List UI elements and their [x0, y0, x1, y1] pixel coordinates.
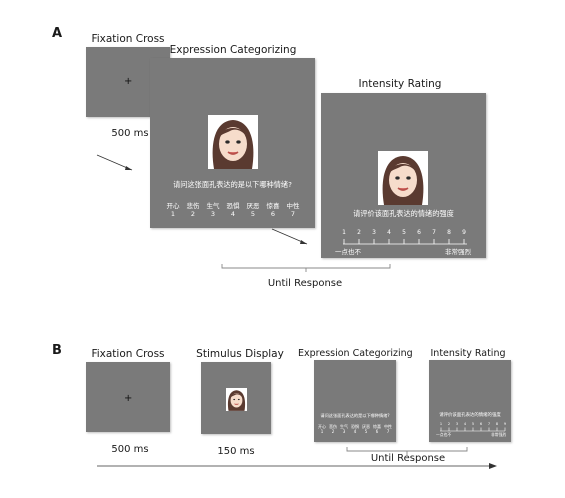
scale-number: 4: [387, 229, 391, 236]
fixation-cross-icon: +: [124, 76, 133, 87]
b-rating-title: Intensity Rating: [430, 348, 506, 359]
b-rating-screen: 请评价该面孔表达的情绪的强度 1 2 3 4 5 6 7 8 9 一点也不 非常…: [429, 360, 511, 442]
scale-number: 4: [463, 422, 467, 426]
fixation-cross-icon: +: [124, 393, 133, 404]
scale-number: 3: [372, 229, 376, 236]
emotion-option: 生气 3: [206, 202, 220, 218]
a-categorizing-question: 请问这张面孔表达的是以下哪种情绪?: [173, 180, 292, 189]
emotion-option: 恐惧 4: [226, 202, 240, 218]
b-scale-numbers: 1 2 3 4 5 6 7 8 9: [439, 422, 506, 428]
b-categorizing-title: Expression Categorizing: [298, 348, 413, 359]
a-scale-high-label: 非常强烈: [445, 248, 471, 256]
timeline-arrowhead-icon: [489, 463, 497, 469]
scale-number: 1: [342, 229, 346, 236]
emotion-option: 开心 1: [166, 202, 180, 218]
face-stimulus-icon: [378, 151, 428, 205]
a-scale-numbers: 1 2 3 4 5 6 7 8 9: [342, 229, 468, 239]
emotion-option: 惊喜 6: [373, 424, 381, 434]
scale-number: 2: [447, 422, 451, 426]
a-scale-low-label: 一点也不: [335, 248, 361, 256]
b-categorizing-screen: 请问这张面孔表达的是以下哪种情绪? 开心 1 悲伤 2 生气 3 恐惧 4 厌恶 5 惊喜…: [314, 360, 396, 442]
b-stimulus-duration: 150 ms: [217, 446, 255, 457]
scale-number: 2: [357, 229, 361, 236]
b-categorizing-question: 请问这张面孔表达的是以下哪种情绪?: [320, 413, 390, 418]
a-until-response: Until Response: [267, 278, 343, 289]
emotion-option: 恐惧 4: [351, 424, 359, 434]
scale-number: 9: [503, 422, 507, 426]
face-stimulus-icon: [208, 115, 258, 169]
b-fixation-screen: +: [86, 362, 170, 432]
scale-number: 5: [471, 422, 475, 426]
scale-number: 5: [402, 229, 406, 236]
a-categorizing-screen: 请问这张面孔表达的是以下哪种情绪? 开心 1 悲伤 2 生气 3 恐惧 4 厌恶 5 惊喜…: [150, 58, 315, 228]
b-stimulus-title: Stimulus Display: [196, 348, 284, 360]
emotion-option: 悲伤 2: [186, 202, 200, 218]
scale-number: 9: [462, 229, 466, 236]
a-categorizing-title: Expression Categorizing: [169, 44, 297, 56]
scale-number: 7: [487, 422, 491, 426]
emotion-option: 中性 7: [384, 424, 392, 434]
panel-letter-a: A: [52, 26, 63, 41]
cartoon-face-icon: [212, 120, 254, 169]
b-rating-question: 请评价该面孔表达的情绪的强度: [439, 413, 501, 418]
emotion-option: 惊喜 6: [266, 202, 280, 218]
face-stimulus-icon: [226, 388, 247, 411]
scale-number: 8: [447, 229, 451, 236]
emotion-option: 厌恶 5: [362, 424, 370, 434]
scale-number: 8: [495, 422, 499, 426]
scale-number: 6: [479, 422, 483, 426]
b-fixation-duration: 500 ms: [111, 444, 149, 455]
scale-number: 3: [455, 422, 459, 426]
cartoon-face-icon: [382, 156, 424, 205]
a-option-row: 开心 1 悲伤 2 生气 3 恐惧 4 厌恶 5 惊喜 6 中性 7: [164, 200, 304, 220]
cartoon-face-icon: [227, 390, 246, 411]
b-until-response: Until Response: [370, 453, 446, 464]
b-scale-low-label: 一点也不: [436, 432, 452, 437]
scale-number: 1: [439, 422, 443, 426]
b-rating-scale-line: [440, 427, 506, 432]
emotion-option: 悲伤 2: [329, 424, 337, 434]
emotion-option: 生气 3: [340, 424, 348, 434]
emotion-option: 厌恶 5: [246, 202, 260, 218]
a-rating-scale-line: [343, 239, 467, 245]
emotion-option: 中性 7: [286, 202, 300, 218]
panel-letter-b: B: [52, 343, 62, 358]
b-scale-high-label: 非常强烈: [491, 432, 507, 437]
b-option-row: 开心 1 悲伤 2 生气 3 恐惧 4 厌恶 5 惊喜 6 中性 7: [317, 424, 394, 438]
a-rating-question: 请评价该面孔表达的情绪的强度: [353, 209, 454, 218]
emotion-option: 开心 1: [318, 424, 326, 434]
a-rating-title: Intensity Rating: [358, 78, 442, 90]
a-rating-screen: 请评价该面孔表达的情绪的强度 1 2 3 4 5 6 7 8 9 一点也不 非常…: [321, 93, 486, 258]
b-stimulus-screen: [201, 362, 271, 434]
scale-number: 7: [432, 229, 436, 236]
a-fixation-duration: 500 ms: [111, 128, 149, 139]
scale-number: 6: [417, 229, 421, 236]
b-fixation-title: Fixation Cross: [91, 348, 165, 360]
a-fixation-title: Fixation Cross: [91, 33, 165, 45]
